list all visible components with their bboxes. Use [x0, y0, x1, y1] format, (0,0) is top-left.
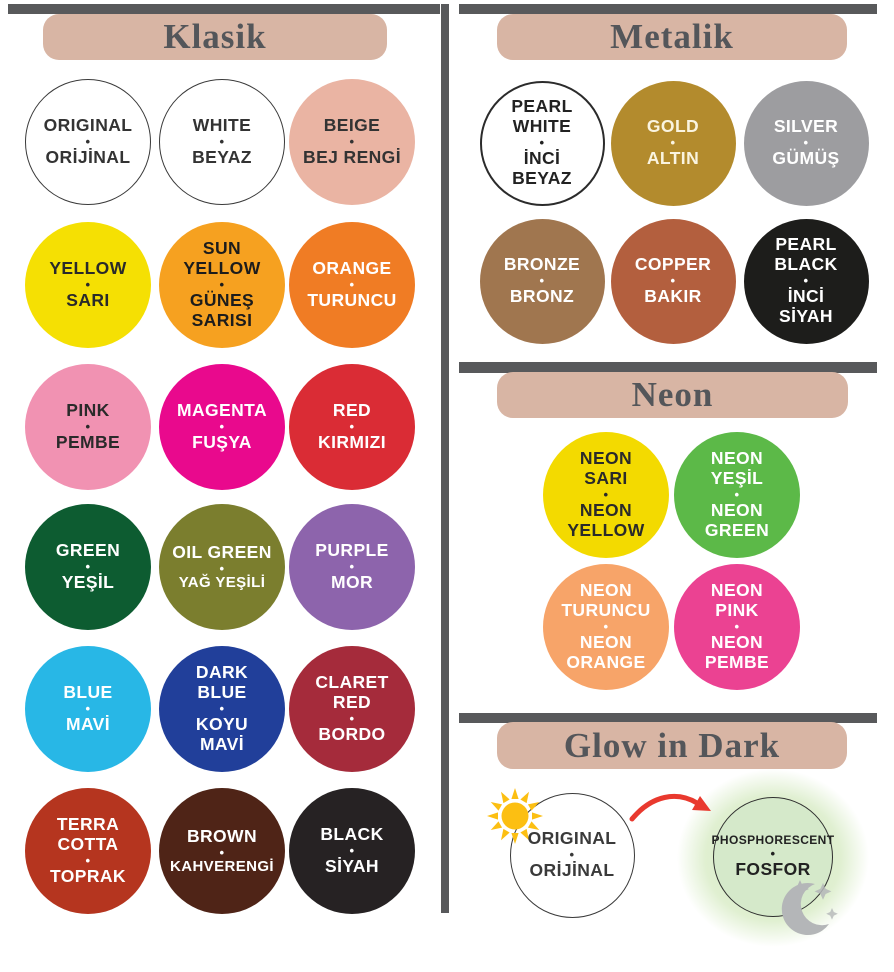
color-swatch-gold: GOLD • ALTIN: [610, 80, 736, 206]
color-swatch-silver: SILVER • GÜMÜŞ: [743, 80, 869, 206]
section-header-klasik: Klasik: [43, 14, 387, 60]
crescent-moon-stars-icon: [763, 872, 843, 940]
column-divider-bar: [441, 4, 449, 913]
color-swatch-terra-cotta: TERRA COTTA • TOPRAK: [25, 788, 151, 914]
section-header-metalik: Metalik: [497, 14, 847, 60]
color-swatch-label-glow-original: ORIGINAL • ORİJİNAL: [527, 828, 617, 880]
color-swatch-green: GREEN • YEŞİL: [25, 504, 151, 630]
sun-icon: [486, 787, 544, 845]
color-swatch-pink: PINK • PEMBE: [25, 364, 151, 490]
section-header-neon: Neon: [497, 372, 848, 418]
color-swatch-yellow: YELLOW • SARI: [25, 222, 151, 348]
color-swatch-pearl-black: PEARL BLACK • İNCİ SİYAH: [743, 218, 869, 344]
color-swatch-magenta: MAGENTA • FUŞYA: [159, 364, 285, 490]
color-swatch-label-phosphorescent: PHOSPHORESCENT • FOSFOR: [711, 833, 835, 879]
top-accent-bar-left: [8, 4, 440, 14]
color-swatch-neon-pink: NEON PINK • NEON PEMBE: [674, 564, 800, 690]
color-swatch-red: RED • KIRMIZI: [289, 364, 415, 490]
divider-neon-glow: [459, 713, 877, 723]
color-swatch-neon-orange: NEON TURUNCU • NEON ORANGE: [543, 564, 669, 690]
color-swatch-copper: COPPER • BAKIR: [610, 218, 736, 344]
color-swatch-original: ORIGINAL • ORİJİNAL: [25, 79, 151, 205]
color-swatch-claret-red: CLARET RED • BORDO: [289, 646, 415, 772]
color-swatch-pearl-white: PEARL WHITE • İNCİ BEYAZ: [479, 80, 605, 206]
top-accent-bar-right: [459, 4, 877, 14]
section-title-metalik: Metalik: [610, 17, 734, 56]
color-swatch-white: WHITE • BEYAZ: [159, 79, 285, 205]
color-swatch-neon-green: NEON YEŞİL • NEON GREEN: [674, 432, 800, 558]
color-swatch-blue: BLUE • MAVİ: [25, 646, 151, 772]
color-swatch-purple: PURPLE • MOR: [289, 504, 415, 630]
color-swatch-beige: BEIGE • BEJ RENGİ: [289, 79, 415, 205]
section-title-neon: Neon: [631, 375, 714, 414]
color-swatch-orange: ORANGE • TURUNCU: [289, 222, 415, 348]
color-swatch-brown: BROWN • KAHVERENGİ: [159, 788, 285, 914]
divider-metalik-neon: [459, 362, 877, 373]
color-swatch-phosphorescent: [713, 797, 833, 917]
color-swatch-neon-yellow: NEON SARI • NEON YELLOW: [543, 432, 669, 558]
color-swatch-glow-original: [509, 792, 635, 918]
color-swatch-bronze: BRONZE • BRONZ: [479, 218, 605, 344]
curved-arrow-icon: [627, 789, 715, 829]
color-swatch-black: BLACK • SİYAH: [289, 788, 415, 914]
color-swatch-dark-blue: DARK BLUE • KOYU MAVİ: [159, 646, 285, 772]
color-swatch-oil-green: OIL GREEN • YAĞ YEŞİLİ: [159, 504, 285, 630]
section-title-klasik: Klasik: [163, 17, 267, 56]
color-swatch-sun-yellow: SUN YELLOW • GÜNEŞ SARISI: [159, 222, 285, 348]
